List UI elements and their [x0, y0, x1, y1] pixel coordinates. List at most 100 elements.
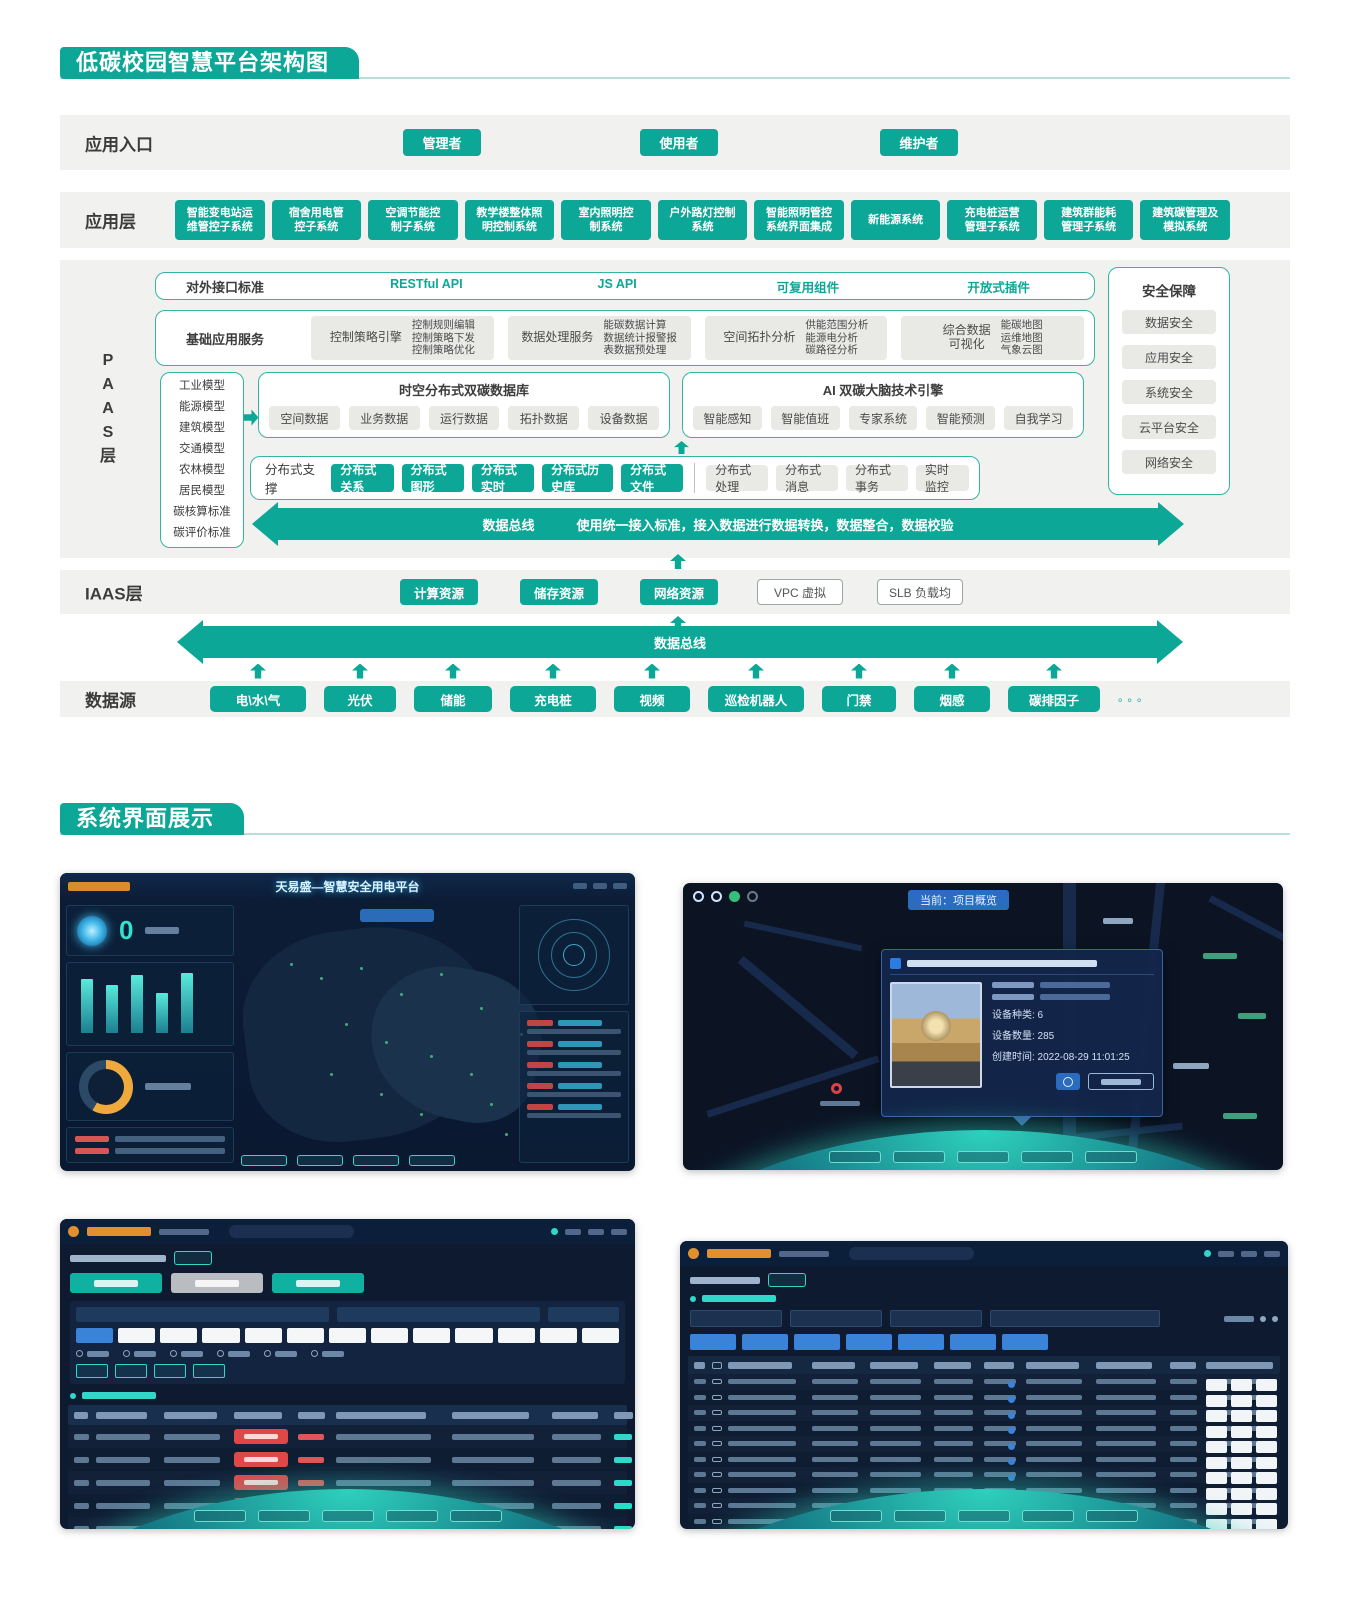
- row-checkbox[interactable]: [712, 1410, 723, 1416]
- search-input[interactable]: [849, 1247, 974, 1260]
- blue-action-button[interactable]: [846, 1334, 892, 1350]
- filter-chip[interactable]: [244, 1328, 282, 1343]
- volume-icon[interactable]: [1218, 1250, 1234, 1257]
- globe-button[interactable]: [1021, 1151, 1073, 1163]
- radio-option[interactable]: [311, 1350, 344, 1357]
- data-source-box[interactable]: 储能: [414, 686, 492, 712]
- edit-button[interactable]: [1231, 1379, 1253, 1392]
- globe-button[interactable]: [894, 1510, 946, 1522]
- delete-button[interactable]: [1256, 1472, 1278, 1485]
- edit-button[interactable]: [1231, 1456, 1253, 1469]
- entry-role-button[interactable]: 管理者: [403, 129, 481, 156]
- view-button[interactable]: [1206, 1425, 1228, 1438]
- current-view-badge[interactable]: 当前：项目概览: [908, 890, 1009, 910]
- edit-button[interactable]: [1231, 1503, 1253, 1516]
- delete-button[interactable]: [1256, 1518, 1278, 1529]
- delete-button[interactable]: [1256, 1503, 1278, 1516]
- enable-toggle[interactable]: [984, 1472, 1017, 1481]
- filter-button[interactable]: [115, 1364, 147, 1378]
- blue-action-button[interactable]: [742, 1334, 788, 1350]
- enable-toggle[interactable]: [984, 1441, 1017, 1450]
- select-all-checkbox[interactable]: [712, 1361, 722, 1369]
- map-mode-badge[interactable]: [360, 909, 434, 922]
- select-input[interactable]: [690, 1310, 782, 1327]
- app-system-box[interactable]: 充电桩运营 管理子系统: [947, 200, 1037, 240]
- footer-button[interactable]: [352, 1155, 399, 1166]
- entry-role-button[interactable]: 使用者: [640, 129, 718, 156]
- filter-chip[interactable]: [581, 1328, 620, 1343]
- globe-button[interactable]: [193, 1510, 246, 1522]
- filter-chip[interactable]: [160, 1328, 198, 1343]
- data-source-box[interactable]: 光伏: [324, 686, 396, 712]
- data-source-box[interactable]: 电\水\气: [210, 686, 306, 712]
- radio-option[interactable]: [217, 1350, 250, 1357]
- app-system-box[interactable]: 建筑碳管理及 模拟系统: [1140, 200, 1231, 240]
- globe-button[interactable]: [449, 1510, 502, 1522]
- enable-toggle[interactable]: [984, 1394, 1017, 1404]
- radio-option[interactable]: [170, 1350, 203, 1357]
- view-button[interactable]: [1206, 1379, 1228, 1392]
- data-source-box[interactable]: 充电桩: [510, 686, 596, 712]
- edit-button[interactable]: [1231, 1487, 1253, 1500]
- delete-button[interactable]: [1256, 1410, 1278, 1423]
- delete-button[interactable]: [1256, 1379, 1278, 1392]
- table-row[interactable]: [688, 1451, 1280, 1469]
- filter-chip[interactable]: [497, 1328, 535, 1343]
- distributed-teal-item[interactable]: 分布式实时: [471, 463, 535, 494]
- app-system-box[interactable]: 教学楼整体照 明控制系统: [464, 200, 555, 240]
- table-row[interactable]: [68, 1448, 632, 1471]
- delete-button[interactable]: [1256, 1425, 1278, 1438]
- globe-button[interactable]: [1085, 1151, 1137, 1163]
- edit-button[interactable]: [1231, 1441, 1253, 1454]
- edit-button[interactable]: [1231, 1394, 1253, 1407]
- cell-action-link[interactable]: [614, 1502, 632, 1509]
- bell-icon[interactable]: [588, 1228, 604, 1235]
- filter-chip[interactable]: [328, 1328, 367, 1343]
- alarm-list-item[interactable]: [527, 1041, 621, 1055]
- enable-toggle[interactable]: [984, 1425, 1017, 1435]
- row-checkbox[interactable]: [712, 1503, 723, 1509]
- iaas-resource-button[interactable]: 网络资源: [640, 579, 718, 605]
- app-system-box[interactable]: 智能变电站运 维管控子系统: [175, 200, 265, 240]
- iaas-resource-button[interactable]: 储存资源: [520, 579, 598, 605]
- alarm-list-item[interactable]: [527, 1083, 621, 1097]
- radio-option[interactable]: [123, 1350, 156, 1357]
- globe-button[interactable]: [957, 1151, 1009, 1163]
- entry-role-button[interactable]: 维护者: [880, 129, 958, 156]
- app-system-box[interactable]: 智能照明管控 系统界面集成: [754, 200, 844, 240]
- table-row[interactable]: [68, 1471, 632, 1494]
- distributed-teal-item[interactable]: 分布式历史库: [542, 463, 614, 494]
- globe-button[interactable]: [829, 1151, 881, 1163]
- tab-active[interactable]: [171, 1273, 263, 1293]
- globe-button[interactable]: [1022, 1510, 1074, 1522]
- filter-button[interactable]: [193, 1364, 225, 1378]
- row-checkbox[interactable]: [712, 1472, 723, 1478]
- edit-button[interactable]: [1231, 1472, 1253, 1485]
- select-input[interactable]: [890, 1310, 982, 1327]
- cell-action-link[interactable]: [614, 1456, 632, 1463]
- table-row[interactable]: [688, 1467, 1280, 1485]
- row-checkbox[interactable]: [712, 1425, 723, 1431]
- app-system-box[interactable]: 宿舍用电管 控子系统: [271, 200, 362, 240]
- view-button[interactable]: [1206, 1456, 1228, 1469]
- cell-action-link[interactable]: [614, 1479, 632, 1486]
- data-source-box[interactable]: 巡检机器人: [708, 686, 804, 712]
- distributed-teal-item[interactable]: 分布式图形: [401, 463, 464, 494]
- enable-toggle[interactable]: [984, 1379, 1017, 1388]
- view-button[interactable]: [1206, 1518, 1228, 1529]
- tab-other-records[interactable]: [272, 1273, 364, 1293]
- footer-button[interactable]: [408, 1155, 455, 1166]
- alarm-list-item[interactable]: [527, 1020, 621, 1034]
- row-checkbox[interactable]: [712, 1518, 723, 1524]
- view-button[interactable]: [1206, 1472, 1228, 1485]
- row-checkbox[interactable]: [712, 1379, 723, 1385]
- settings-icon[interactable]: [1272, 1315, 1278, 1322]
- select-input[interactable]: [790, 1310, 882, 1327]
- table-row[interactable]: [688, 1389, 1280, 1407]
- cell-action-link[interactable]: [614, 1525, 632, 1529]
- data-source-box[interactable]: 碳排因子: [1008, 686, 1100, 712]
- app-system-box[interactable]: 新能源系统: [850, 200, 941, 240]
- filter-chip[interactable]: [371, 1328, 409, 1343]
- radio-option[interactable]: [264, 1350, 297, 1357]
- app-system-box[interactable]: 建筑群能耗 管理子系统: [1043, 200, 1134, 240]
